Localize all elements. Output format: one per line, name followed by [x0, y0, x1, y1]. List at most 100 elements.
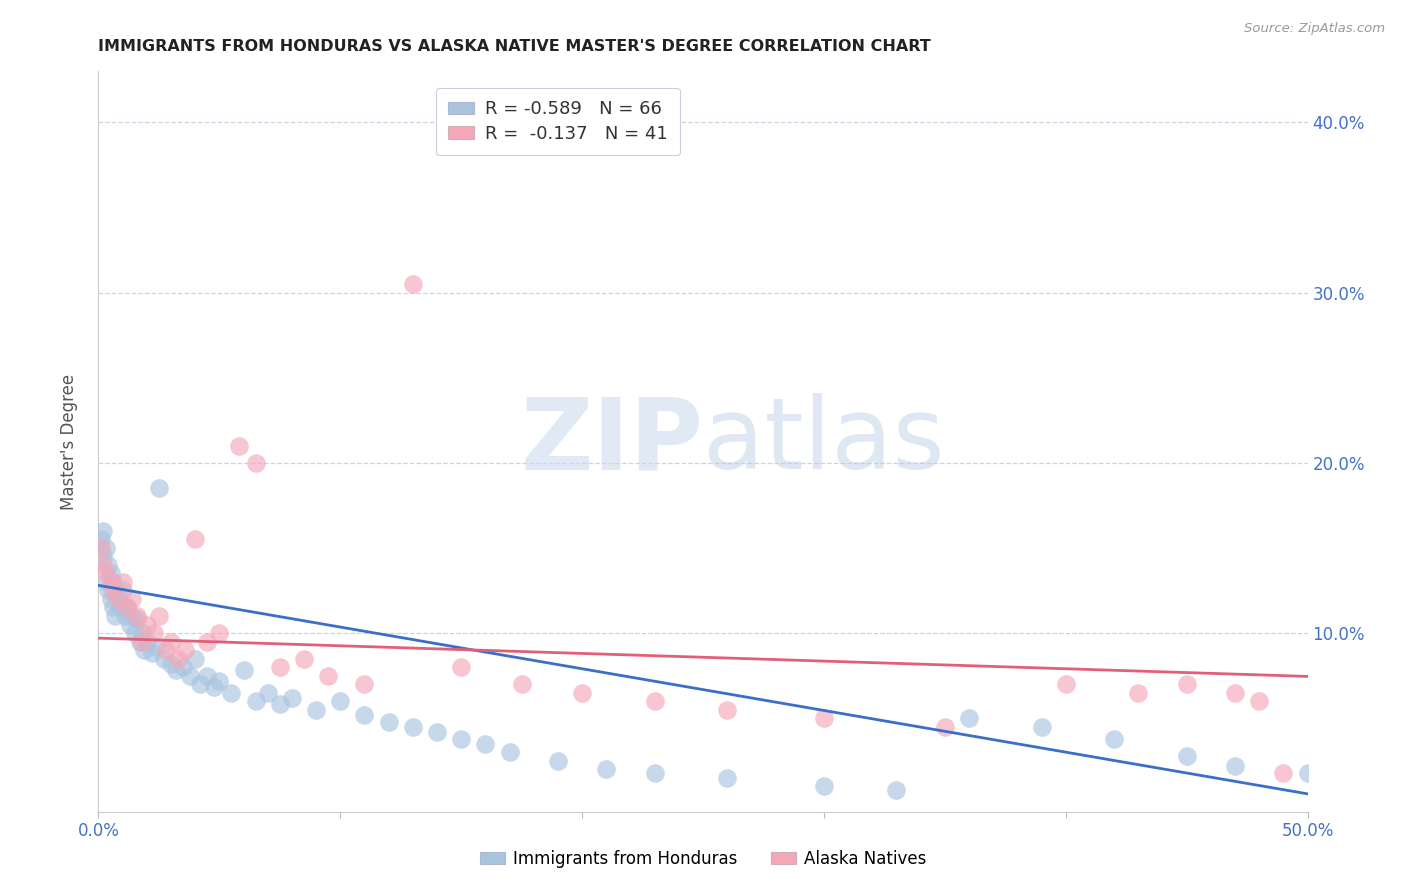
- Point: [957, 711, 980, 725]
- Point: [134, 643, 156, 657]
- Point: [595, 762, 617, 776]
- Point: [124, 626, 146, 640]
- Point: [131, 626, 153, 640]
- Point: [165, 664, 187, 678]
- Point: [353, 677, 375, 691]
- Legend: R = -0.589   N = 66, R =  -0.137   N = 41: R = -0.589 N = 66, R = -0.137 N = 41: [436, 87, 681, 155]
- Point: [208, 673, 231, 688]
- Point: [118, 617, 141, 632]
- Point: [167, 651, 190, 665]
- Point: [104, 609, 127, 624]
- Point: [886, 782, 908, 797]
- Point: [101, 600, 124, 615]
- Point: [228, 439, 250, 453]
- Point: [1031, 720, 1053, 734]
- Point: [204, 681, 226, 695]
- Point: [510, 677, 533, 691]
- Point: [148, 481, 170, 495]
- Point: [135, 617, 157, 632]
- Text: Source: ZipAtlas.com: Source: ZipAtlas.com: [1244, 22, 1385, 36]
- Point: [269, 660, 291, 674]
- Point: [716, 771, 738, 785]
- Point: [107, 591, 129, 606]
- Point: [135, 634, 157, 648]
- Point: [426, 724, 449, 739]
- Point: [100, 566, 122, 581]
- Point: [145, 640, 167, 654]
- Point: [100, 574, 122, 589]
- Point: [91, 524, 114, 538]
- Point: [184, 651, 207, 665]
- Point: [1223, 685, 1246, 699]
- Point: [1175, 677, 1198, 691]
- Point: [94, 566, 117, 581]
- Point: [90, 541, 112, 555]
- Point: [111, 583, 134, 598]
- Point: [97, 583, 120, 598]
- Point: [221, 685, 243, 699]
- Point: [1249, 694, 1271, 708]
- Point: [160, 657, 183, 671]
- Point: [131, 634, 153, 648]
- Point: [195, 668, 218, 682]
- Point: [450, 731, 472, 746]
- Point: [474, 737, 496, 751]
- Point: [305, 703, 328, 717]
- Point: [547, 754, 569, 768]
- Point: [117, 600, 139, 615]
- Point: [245, 694, 267, 708]
- Point: [316, 668, 339, 682]
- Text: IMMIGRANTS FROM HONDURAS VS ALASKA NATIVE MASTER'S DEGREE CORRELATION CHART: IMMIGRANTS FROM HONDURAS VS ALASKA NATIV…: [98, 38, 931, 54]
- Point: [1102, 731, 1125, 746]
- Point: [141, 647, 163, 661]
- Point: [100, 591, 122, 606]
- Point: [1272, 765, 1295, 780]
- Point: [1128, 685, 1150, 699]
- Point: [256, 685, 278, 699]
- Point: [114, 609, 136, 624]
- Point: [128, 634, 150, 648]
- Point: [1223, 758, 1246, 772]
- Point: [101, 583, 124, 598]
- Point: [498, 745, 520, 759]
- Text: atlas: atlas: [703, 393, 945, 490]
- Point: [107, 591, 129, 606]
- Point: [644, 765, 666, 780]
- Point: [208, 626, 231, 640]
- Point: [934, 720, 956, 734]
- Point: [104, 583, 127, 598]
- Point: [184, 533, 207, 547]
- Point: [121, 609, 143, 624]
- Point: [813, 711, 835, 725]
- Point: [571, 685, 593, 699]
- Point: [716, 703, 738, 717]
- Point: [101, 574, 124, 589]
- Point: [644, 694, 666, 708]
- Text: ZIP: ZIP: [520, 393, 703, 490]
- Point: [353, 707, 375, 722]
- Point: [111, 574, 134, 589]
- Point: [155, 643, 177, 657]
- Point: [121, 591, 143, 606]
- Point: [1296, 765, 1319, 780]
- Y-axis label: Master's Degree: Master's Degree: [59, 374, 77, 509]
- Point: [292, 651, 315, 665]
- Point: [188, 677, 211, 691]
- Point: [195, 634, 218, 648]
- Point: [127, 612, 149, 626]
- Point: [281, 690, 304, 705]
- Point: [160, 634, 183, 648]
- Point: [245, 456, 267, 470]
- Point: [94, 541, 117, 555]
- Point: [148, 609, 170, 624]
- Point: [377, 714, 399, 729]
- Point: [152, 651, 174, 665]
- Point: [1175, 748, 1198, 763]
- Point: [94, 574, 117, 589]
- Point: [127, 609, 149, 624]
- Point: [172, 660, 194, 674]
- Point: [813, 779, 835, 793]
- Point: [117, 600, 139, 615]
- Point: [329, 694, 352, 708]
- Point: [174, 643, 197, 657]
